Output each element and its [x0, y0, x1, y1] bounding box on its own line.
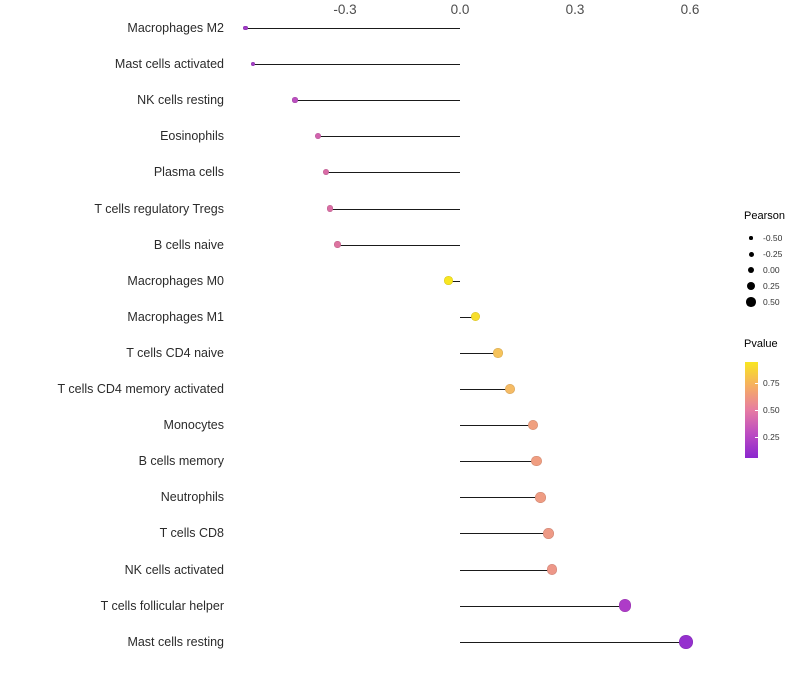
lollipop-dot — [292, 97, 298, 103]
pvalue-gradient-ticks: 0.75 0.50 0.25 — [755, 362, 793, 458]
pearson-legend-entries: -0.50 -0.25 0.00 0.25 0.50 — [744, 230, 800, 310]
pvalue-gradient-tick-mark — [755, 436, 759, 438]
lollipop-dot — [535, 491, 546, 503]
pvalue-gradient-tick-label: 0.75 — [763, 378, 780, 389]
size-legend-dot-holder — [744, 266, 758, 274]
lollipop-dot — [243, 25, 248, 31]
pearson-size-legend-entry: 0.00 — [744, 262, 800, 278]
size-legend-dot-holder — [744, 282, 758, 290]
category-label: Macrophages M2 — [127, 21, 224, 35]
size-legend-label: -0.25 — [763, 249, 783, 259]
lollipop-stem — [460, 641, 687, 643]
pvalue-gradient-tick-mark — [755, 410, 759, 411]
lollipop-stem — [318, 136, 460, 138]
size-legend-dot-holder — [744, 297, 758, 307]
lollipop-dot — [504, 383, 515, 394]
x-axis: -0.3 0.0 0.3 0.6 — [0, 0, 800, 22]
category-label: Macrophages M0 — [127, 273, 224, 288]
category-label: Neutrophils — [160, 490, 224, 505]
pvalue-gradient-tick-label: 0.50 — [763, 405, 780, 415]
pearson-legend-title: Pearson — [744, 210, 785, 222]
category-label: Mast cells activated — [114, 57, 224, 72]
lollipop-dot — [679, 634, 693, 649]
lollipop-stem — [337, 244, 460, 246]
lollipop-dot — [315, 133, 322, 140]
size-legend-label: 0.25 — [763, 281, 780, 291]
pearson-size-legend-entry: -0.50 — [744, 230, 800, 246]
category-label: T cells regulatory Tregs — [94, 201, 224, 216]
size-legend-dot — [748, 251, 754, 257]
x-axis-tick-label: 0.0 — [450, 2, 470, 17]
category-label: Mast cells resting — [127, 634, 224, 649]
pvalue-gradient-bar — [745, 362, 758, 458]
pvalue-color-legend: Pvalue 0.75 0.50 0.25 — [744, 338, 800, 458]
category-label: Monocytes — [163, 418, 224, 433]
x-axis-tick-label: 0.3 — [565, 2, 585, 17]
category-label: T cells follicular helper — [100, 598, 224, 613]
category-label: B cells naive — [153, 237, 224, 252]
category-label: Macrophages M1 — [127, 309, 224, 324]
lollipop-stem — [460, 569, 552, 571]
pearson-size-legend-entry: 0.25 — [744, 278, 800, 294]
lollipop-stem — [329, 208, 460, 210]
category-label: B cells memory — [138, 454, 224, 469]
category-label: T cells CD4 naive — [126, 345, 224, 360]
lollipop-stem — [460, 605, 625, 607]
pvalue-gradient-tick-label: 0.25 — [763, 431, 780, 442]
size-legend-dot — [749, 236, 753, 240]
lollipop-dot — [493, 348, 504, 358]
size-legend-dot-holder — [744, 251, 758, 257]
size-legend-label: -0.50 — [763, 233, 783, 243]
lollipop-stem — [460, 461, 537, 463]
size-legend-dot — [747, 266, 755, 274]
lollipop-stem — [325, 172, 460, 174]
lollipop-stem — [460, 352, 499, 354]
lollipop-dot — [470, 312, 480, 322]
lollipop-stem — [460, 389, 510, 390]
lollipop-dot — [322, 169, 329, 176]
size-legend-dot — [746, 297, 756, 307]
lollipop-dot — [250, 61, 256, 67]
pearson-size-legend-entry: 0.50 — [744, 294, 800, 310]
size-legend-dot — [747, 282, 755, 290]
size-legend-label: 0.50 — [763, 297, 780, 307]
x-axis-tick-label: -0.3 — [333, 2, 357, 17]
lollipop-stem — [245, 28, 460, 29]
lollipop-stem — [460, 533, 549, 535]
lollipop-dot — [444, 276, 453, 286]
category-label: T cells CD8 — [159, 526, 224, 541]
lollipop-dot — [527, 419, 539, 431]
pearson-size-legend: Pearson -0.50 -0.25 0.00 0.25 0.50 — [744, 210, 800, 310]
lollipop-dot — [326, 205, 333, 212]
lollipop-stem — [460, 316, 476, 318]
size-legend-dot-holder — [744, 236, 758, 240]
lollipop-stem — [448, 280, 460, 282]
pearson-size-legend-entry: -0.25 — [744, 246, 800, 262]
category-label: Eosinophils — [160, 129, 224, 144]
pvalue-gradient-tick-mark — [755, 383, 759, 385]
lollipop-stem — [295, 100, 460, 102]
category-label: NK cells resting — [137, 93, 224, 108]
x-axis-tick-label: 0.6 — [680, 2, 700, 17]
category-label: NK cells activated — [124, 562, 224, 577]
lollipop-dot — [531, 455, 542, 467]
lollipop-stem — [460, 425, 533, 427]
lollipop-stem — [253, 64, 460, 66]
lollipop-dot — [618, 599, 632, 612]
lollipop-dot — [334, 241, 341, 248]
size-legend-label: 0.00 — [763, 265, 780, 275]
lollipop-dot — [542, 527, 554, 539]
pvalue-legend-title: Pvalue — [744, 338, 778, 350]
category-label: Plasma cells — [153, 165, 224, 180]
category-label: T cells CD4 memory activated — [57, 382, 225, 396]
lollipop-stem — [460, 497, 541, 499]
lollipop-dot — [546, 564, 558, 575]
